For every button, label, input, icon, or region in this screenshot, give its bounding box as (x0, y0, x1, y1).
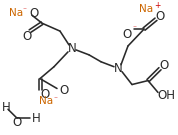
Text: O: O (40, 88, 50, 101)
Text: H: H (2, 101, 10, 114)
Text: H: H (32, 112, 40, 125)
Text: O: O (59, 84, 69, 97)
Text: Na: Na (9, 8, 23, 18)
Text: ⁻: ⁻ (53, 94, 57, 103)
Text: Na: Na (139, 4, 153, 14)
Text: O: O (12, 116, 22, 129)
Text: N: N (68, 42, 76, 55)
Text: ⁻: ⁻ (22, 5, 26, 14)
Text: OH: OH (157, 89, 175, 102)
Text: O: O (29, 7, 39, 20)
Text: O: O (22, 30, 32, 43)
Text: O: O (159, 59, 169, 72)
Text: O: O (122, 28, 132, 41)
Text: Na: Na (39, 96, 53, 106)
Text: ⁻: ⁻ (132, 24, 136, 33)
Text: +: + (154, 1, 160, 10)
Text: N: N (114, 62, 122, 75)
Text: O: O (155, 10, 165, 23)
